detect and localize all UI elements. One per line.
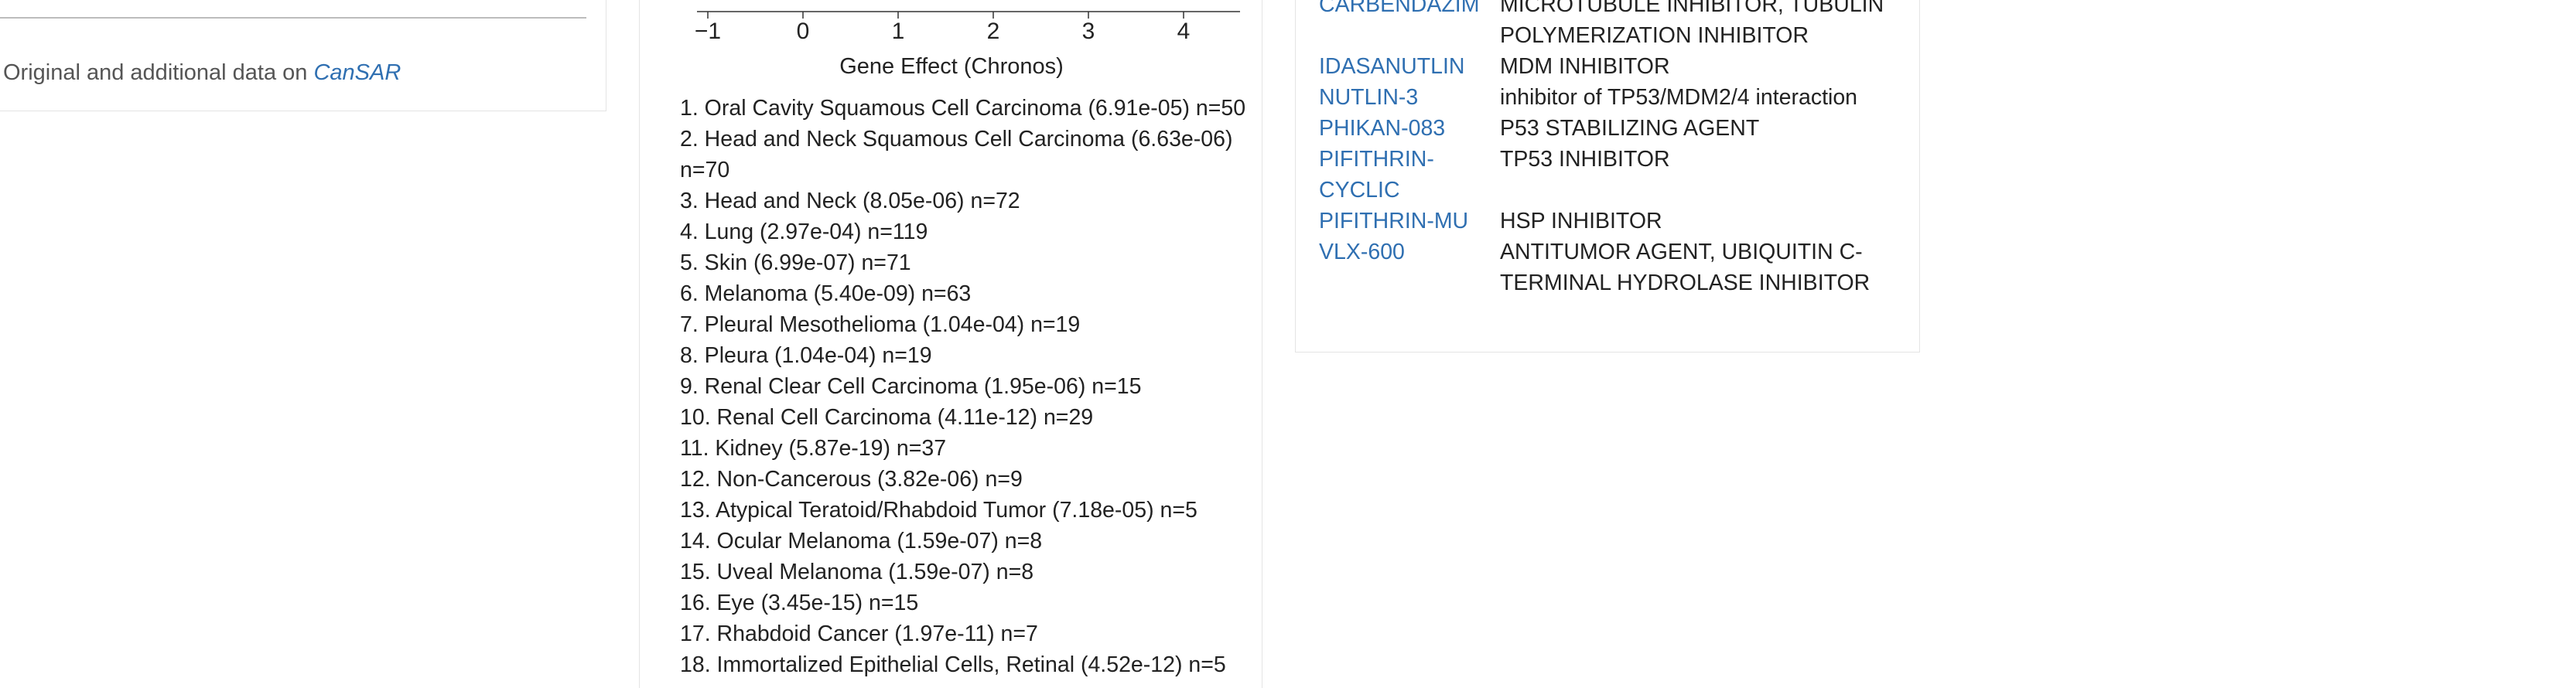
lineage-item: 17. Rhabdoid Cancer (1.97e-11) n=7 [680, 622, 1038, 646]
drug-table: CARBENDAZIM MICROTUBULE INHIBITOR, TUBULI… [1319, 0, 1902, 298]
lineage-item: 16. Eye (3.45e-15) n=15 [680, 591, 919, 615]
lineage-item: 14. Ocular Melanoma (1.59e-07) n=8 [680, 529, 1043, 553]
drug-row: PIFITHRIN-MU HSP INHIBITOR [1319, 206, 1902, 237]
drug-moa: ANTITUMOR AGENT, UBIQUITIN C-TERMINAL HY… [1500, 240, 1871, 295]
axis-tick-label: 1 [892, 19, 905, 44]
lineage-item: 12. Non-Cancerous (3.82e-06) n=9 [680, 467, 1023, 492]
drug-name-link[interactable]: IDASANUTLIN [1319, 54, 1465, 79]
lineage-list: 1. Oral Cavity Squamous Cell Carcinoma (… [680, 93, 1268, 680]
cansar-link[interactable]: CanSAR [313, 60, 401, 85]
lineage-item: 6. Melanoma (5.40e-09) n=63 [680, 281, 972, 306]
drug-name-link[interactable]: PIFITHRIN-CYCLIC [1319, 147, 1434, 203]
drug-moa: P53 STABILIZING AGENT [1500, 116, 1760, 141]
drug-moa: inhibitor of TP53/MDM2/4 interaction [1500, 85, 1858, 110]
divider [0, 17, 586, 19]
lineage-item: 8. Pleura (1.04e-04) n=19 [680, 343, 932, 368]
drug-moa: HSP INHIBITOR [1500, 209, 1662, 233]
drug-name-link[interactable]: PHIKAN-083 [1319, 116, 1446, 141]
drug-card: CARBENDAZIM MICROTUBULE INHIBITOR, TUBULI… [1295, 0, 1920, 353]
source-prefix: Original and additional data on [3, 60, 308, 85]
axis-tick-label: 4 [1177, 19, 1191, 44]
lineage-item: 9. Renal Clear Cell Carcinoma (1.95e-06)… [680, 374, 1142, 399]
drug-row: IDASANUTLIN MDM INHIBITOR [1319, 51, 1902, 82]
drug-row: CARBENDAZIM MICROTUBULE INHIBITOR, TUBULI… [1319, 0, 1902, 51]
lineage-card: −1 0 1 2 3 4 Gene Effect (Chronos) 1. Oral Ca… [639, 0, 1262, 688]
drug-moa: MDM INHIBITOR [1500, 54, 1670, 79]
drug-name-link[interactable]: NUTLIN-3 [1319, 85, 1419, 110]
gene-effect-axis: −1 0 1 2 3 4 [695, 11, 1240, 44]
lineage-item: 15. Uveal Melanoma (1.59e-07) n=8 [680, 560, 1034, 584]
drug-name-link[interactable]: VLX-600 [1319, 240, 1405, 264]
drug-moa: TP53 INHIBITOR [1500, 147, 1670, 172]
axis-tick-label: −1 [695, 19, 721, 44]
lineage-item: 7. Pleural Mesothelioma (1.04e-04) n=19 [680, 312, 1081, 337]
drug-row: NUTLIN-3 inhibitor of TP53/MDM2/4 interac… [1319, 82, 1902, 113]
left-card: Original and additional data on CanSAR [0, 0, 606, 111]
drug-row: PIFITHRIN-CYCLIC TP53 INHIBITOR [1319, 144, 1902, 206]
lineage-item: 13. Atypical Teratoid/Rhabdoid Tumor (7.… [680, 498, 1197, 523]
axis-tick-label: 0 [797, 19, 810, 44]
axis-title: Gene Effect (Chronos) [839, 54, 1064, 79]
drug-row: PHIKAN-083 P53 STABILIZING AGENT [1319, 113, 1902, 144]
drug-moa: MICROTUBULE INHIBITOR, TUBULIN POLYMERIZ… [1500, 0, 1884, 48]
axis-ticks: −1 0 1 2 3 4 [695, 12, 1190, 44]
lineage-item: 5. Skin (6.99e-07) n=71 [680, 250, 911, 275]
lineage-item: 4. Lung (2.97e-04) n=119 [680, 220, 928, 244]
drug-row: VLX-600 ANTITUMOR AGENT, UBIQUITIN C-TERM… [1319, 237, 1902, 298]
axis-tick-label: 2 [987, 19, 1000, 44]
lineage-item: 10. Renal Cell Carcinoma (4.11e-12) n=29 [680, 405, 1094, 430]
lineage-item: 3. Head and Neck (8.05e-06) n=72 [680, 189, 1020, 213]
drug-name-link[interactable]: CARBENDAZIM [1319, 0, 1480, 17]
drug-name-link[interactable]: PIFITHRIN-MU [1319, 209, 1469, 233]
drug-table-body: CARBENDAZIM MICROTUBULE INHIBITOR, TUBULI… [1319, 0, 1902, 298]
axis-tick-label: 3 [1082, 19, 1095, 44]
lineage-item: 1. Oral Cavity Squamous Cell Carcinoma (… [680, 96, 1246, 121]
lineage-item: 2. Head and Neck Squamous Cell Carcinoma… [680, 127, 1233, 182]
source-note: Original and additional data on CanSAR [3, 60, 401, 86]
lineage-item: 18. Immortalized Epithelial Cells, Retin… [680, 652, 1226, 677]
lineage-item: 11. Kidney (5.87e-19) n=37 [680, 436, 947, 461]
